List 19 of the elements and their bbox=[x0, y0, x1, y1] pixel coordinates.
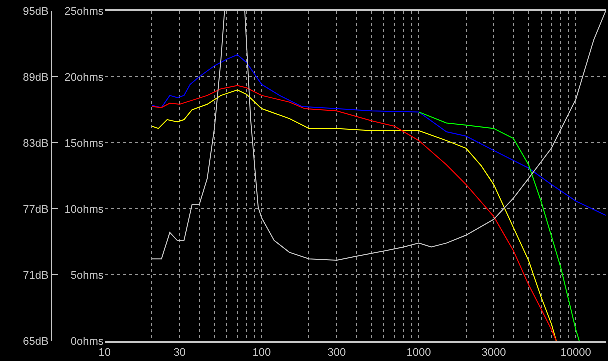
x-tick-label: 10000 bbox=[560, 347, 592, 360]
y-tick-label: 83dB bbox=[23, 138, 49, 150]
y-tick-label: 95dB bbox=[23, 6, 49, 18]
y2-tick-label: 10ohms bbox=[64, 204, 104, 216]
y2-tick-label: 15ohms bbox=[64, 138, 104, 150]
y-tick-label: 77dB bbox=[23, 204, 49, 216]
x-tick-label: 300 bbox=[328, 347, 346, 360]
x-tick-label: 100 bbox=[252, 347, 272, 360]
x-tick-label: 1000 bbox=[406, 347, 432, 360]
x-tick-label: 3000 bbox=[482, 347, 506, 360]
y2-tick-label: 20ohms bbox=[64, 72, 104, 84]
x-tick-label: 10 bbox=[98, 347, 111, 360]
y2-tick-label: 5ohms bbox=[70, 270, 104, 282]
x-tick-label: 30 bbox=[174, 347, 186, 360]
y-tick-label: 65dB bbox=[23, 336, 49, 348]
y-tick-label: 89dB bbox=[23, 72, 49, 84]
y2-tick-label: 0ohms bbox=[70, 336, 104, 348]
y2-tick-label: 25ohms bbox=[64, 6, 104, 18]
y-tick-label: 71dB bbox=[23, 270, 49, 282]
